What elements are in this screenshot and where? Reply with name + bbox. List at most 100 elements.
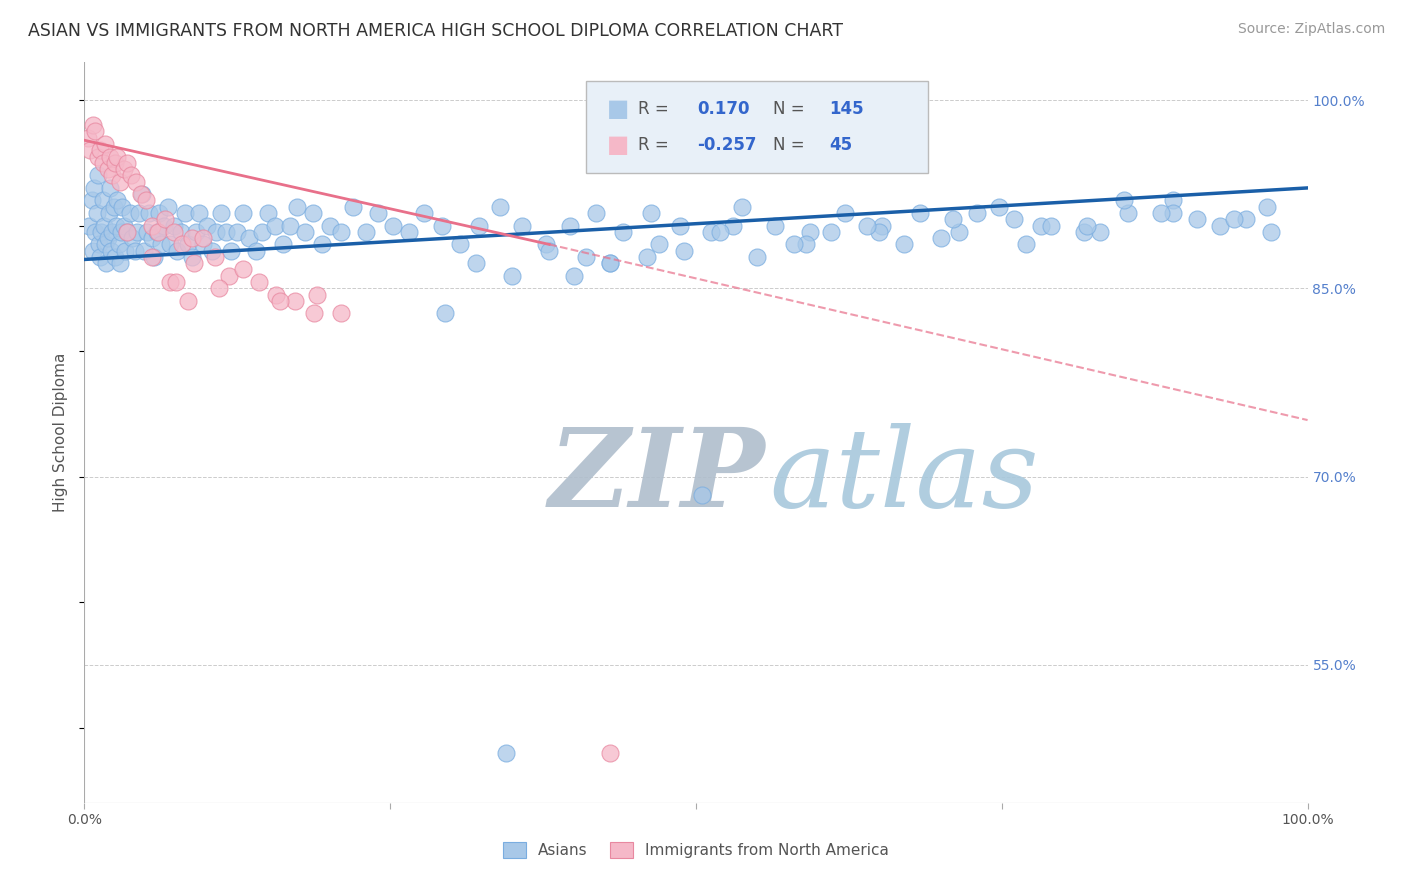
Point [381, 219, 404, 233]
Point [101, 225, 124, 239]
Point [165, 275, 187, 289]
Point [181, 250, 204, 264]
Point [636, 250, 658, 264]
Point [93, 219, 115, 233]
Point [108, 256, 131, 270]
Point [893, 237, 915, 252]
Point [125, 225, 148, 239]
Point [103, 200, 125, 214]
Point [208, 281, 231, 295]
Point [141, 231, 163, 245]
Point [205, 225, 228, 239]
Point [77, 130, 100, 145]
Point [195, 219, 218, 233]
Point [89, 143, 111, 157]
Point [121, 231, 143, 245]
Point [264, 219, 287, 233]
Point [145, 225, 167, 239]
Point [599, 746, 621, 760]
Point [311, 237, 333, 252]
Point [124, 244, 146, 258]
Point [89, 250, 111, 264]
Point [305, 287, 328, 301]
Point [869, 225, 891, 239]
Point [90, 225, 112, 239]
Point [721, 219, 744, 233]
Point [84, 225, 107, 239]
Text: R =: R = [638, 100, 675, 118]
Point [105, 150, 128, 164]
Point [131, 187, 153, 202]
Point [215, 225, 238, 239]
Point [834, 206, 856, 220]
Point [204, 250, 226, 264]
Point [156, 200, 179, 214]
Point [245, 244, 267, 258]
Point [87, 237, 110, 252]
Point [110, 225, 132, 239]
Point [534, 237, 557, 252]
Point [172, 237, 194, 252]
Point [143, 250, 166, 264]
Point [104, 156, 127, 170]
Point [250, 225, 273, 239]
Point [247, 275, 270, 289]
Point [1114, 194, 1136, 208]
Point [489, 200, 512, 214]
Point [94, 136, 117, 151]
Point [111, 200, 134, 214]
Point [98, 181, 121, 195]
Point [101, 169, 124, 183]
Point [585, 206, 607, 220]
Point [115, 225, 138, 239]
Point [1236, 212, 1258, 227]
Point [84, 124, 107, 138]
Text: ASIAN VS IMMIGRANTS FROM NORTH AMERICA HIGH SCHOOL DIPLOMA CORRELATION CHART: ASIAN VS IMMIGRANTS FROM NORTH AMERICA H… [28, 22, 844, 40]
Point [108, 175, 131, 189]
Point [464, 256, 486, 270]
Point [232, 206, 254, 220]
Point [129, 187, 152, 202]
Point [226, 225, 249, 239]
Point [398, 225, 420, 239]
Point [163, 219, 186, 233]
Point [87, 169, 110, 183]
Point [128, 206, 150, 220]
Point [468, 219, 491, 233]
Point [988, 200, 1011, 214]
Text: N =: N = [773, 100, 810, 118]
Text: 45: 45 [830, 136, 852, 154]
Point [731, 200, 754, 214]
Point [278, 219, 301, 233]
Point [105, 219, 128, 233]
Point [163, 225, 186, 239]
Point [134, 244, 156, 258]
Point [82, 118, 104, 132]
Point [91, 156, 114, 170]
Y-axis label: High School Diploma: High School Diploma [53, 353, 69, 512]
Point [285, 200, 308, 214]
Point [141, 219, 163, 233]
Point [510, 219, 533, 233]
Point [181, 231, 204, 245]
Point [1002, 212, 1025, 227]
Point [150, 237, 173, 252]
Point [77, 219, 100, 233]
Point [97, 162, 120, 177]
Point [612, 225, 634, 239]
Text: ZIP: ZIP [550, 424, 766, 531]
Point [135, 225, 157, 239]
Point [1260, 225, 1282, 239]
Point [747, 250, 769, 264]
Point [266, 287, 288, 301]
Text: 145: 145 [830, 100, 863, 118]
Text: atlas: atlas [769, 424, 1039, 531]
Point [669, 219, 692, 233]
Point [115, 156, 138, 170]
Point [96, 256, 118, 270]
Point [294, 225, 316, 239]
Point [120, 169, 142, 183]
Text: R =: R = [638, 136, 675, 154]
Point [112, 219, 135, 233]
Point [599, 256, 621, 270]
